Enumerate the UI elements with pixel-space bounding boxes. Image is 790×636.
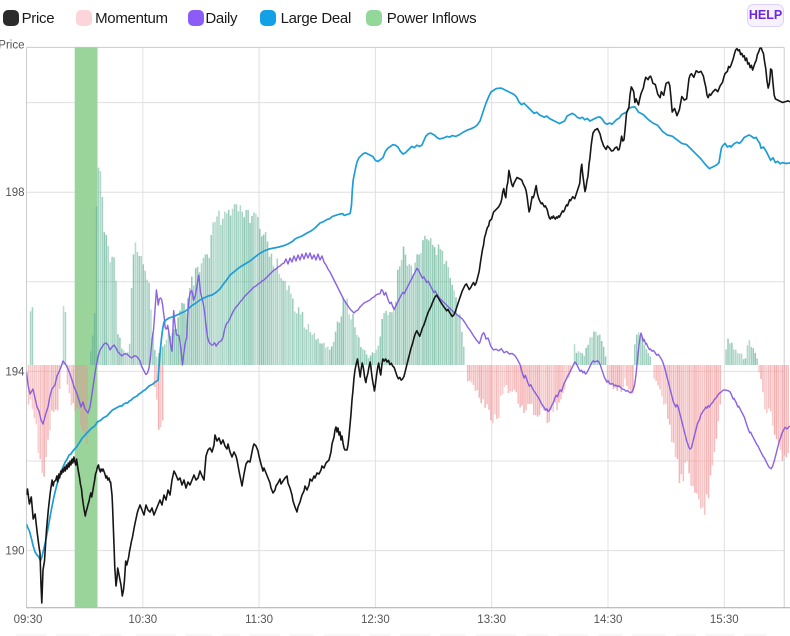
svg-text:12:30: 12:30	[361, 614, 390, 626]
svg-text:13:30: 13:30	[477, 614, 506, 626]
svg-text:194: 194	[5, 366, 25, 378]
svg-text:Price: Price	[0, 40, 25, 52]
svg-text:190: 190	[5, 546, 24, 558]
svg-text:11:30: 11:30	[245, 614, 273, 626]
svg-text:09:30: 09:30	[14, 614, 43, 626]
svg-text:10:30: 10:30	[128, 614, 157, 626]
svg-text:15:30: 15:30	[710, 614, 739, 626]
svg-text:14:30: 14:30	[594, 614, 623, 626]
svg-text:198: 198	[5, 187, 24, 199]
